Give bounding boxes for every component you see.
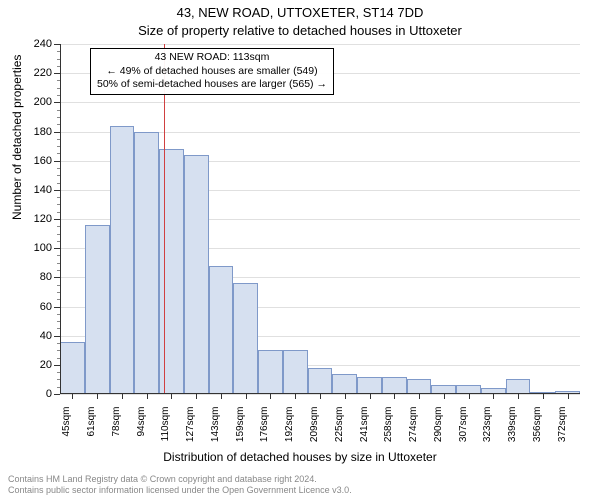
x-tick (246, 394, 247, 399)
annotation-line: 50% of semi-detached houses are larger (… (97, 78, 327, 92)
x-tick-label: 290sqm (433, 407, 444, 457)
x-tick (196, 394, 197, 399)
x-tick-label: 356sqm (532, 407, 543, 457)
histogram-bar (357, 377, 382, 395)
x-tick (122, 394, 123, 399)
y-tick-label: 60 (20, 301, 52, 313)
y-tick-label: 220 (20, 67, 52, 79)
x-tick (270, 394, 271, 399)
y-tick-label: 100 (20, 242, 52, 254)
histogram-bar (506, 379, 531, 394)
y-tick-label: 120 (20, 213, 52, 225)
x-tick (419, 394, 420, 399)
histogram-bar (407, 379, 432, 394)
histogram-bar (382, 377, 407, 395)
x-tick-label: 159sqm (235, 407, 246, 457)
y-tick-label: 0 (20, 388, 52, 400)
x-axis-label: Distribution of detached houses by size … (0, 450, 600, 464)
histogram-bar (258, 350, 283, 394)
x-tick-label: 241sqm (359, 407, 370, 457)
x-tick-label: 258sqm (383, 407, 394, 457)
annotation-box: 43 NEW ROAD: 113sqm← 49% of detached hou… (90, 48, 334, 95)
x-tick (543, 394, 544, 399)
x-tick (295, 394, 296, 399)
gridline (60, 44, 580, 45)
x-tick (394, 394, 395, 399)
x-tick-label: 339sqm (507, 407, 518, 457)
x-tick (444, 394, 445, 399)
histogram-bar (209, 266, 234, 394)
annotation-line: ← 49% of detached houses are smaller (54… (97, 65, 327, 79)
x-tick-label: 209sqm (309, 407, 320, 457)
x-tick-label: 78sqm (111, 407, 122, 457)
y-tick-label: 20 (20, 359, 52, 371)
x-tick (568, 394, 569, 399)
footer-line-2: Contains public sector information licen… (8, 485, 352, 496)
y-tick-label: 240 (20, 38, 52, 50)
title-line-2: Size of property relative to detached ho… (0, 22, 600, 40)
x-tick-label: 110sqm (160, 407, 171, 457)
chart-title: 43, NEW ROAD, UTTOXETER, ST14 7DD Size o… (0, 0, 600, 39)
plot-area: 02040608010012014016018020022024045sqm61… (60, 44, 580, 394)
histogram-bar (332, 374, 357, 394)
x-tick-label: 192sqm (284, 407, 295, 457)
histogram-bar (134, 132, 159, 395)
x-tick (221, 394, 222, 399)
y-axis (60, 44, 61, 394)
footer-text: Contains HM Land Registry data © Crown c… (8, 474, 352, 497)
gridline (60, 102, 580, 103)
histogram-bar (110, 126, 135, 394)
x-tick-label: 372sqm (557, 407, 568, 457)
x-tick-label: 225sqm (334, 407, 345, 457)
histogram-bar (233, 283, 258, 394)
histogram-bar (184, 155, 209, 394)
reference-line (164, 44, 165, 394)
y-tick-label: 160 (20, 155, 52, 167)
histogram-bar (308, 368, 333, 394)
plot-inner: 02040608010012014016018020022024045sqm61… (60, 44, 580, 394)
x-tick (469, 394, 470, 399)
x-tick-label: 307sqm (458, 407, 469, 457)
x-tick (345, 394, 346, 399)
y-tick-label: 80 (20, 271, 52, 283)
x-tick (493, 394, 494, 399)
x-axis (60, 393, 580, 394)
y-tick (54, 394, 60, 395)
x-tick-label: 274sqm (408, 407, 419, 457)
histogram-bar (283, 350, 308, 394)
x-tick-label: 127sqm (185, 407, 196, 457)
y-tick-label: 40 (20, 330, 52, 342)
chart-container: 43, NEW ROAD, UTTOXETER, ST14 7DD Size o… (0, 0, 600, 500)
histogram-bar (60, 342, 85, 395)
x-tick-label: 94sqm (136, 407, 147, 457)
title-line-1: 43, NEW ROAD, UTTOXETER, ST14 7DD (0, 4, 600, 22)
x-tick (171, 394, 172, 399)
x-tick-label: 61sqm (86, 407, 97, 457)
x-tick-label: 323sqm (482, 407, 493, 457)
x-tick (97, 394, 98, 399)
y-tick-label: 180 (20, 126, 52, 138)
x-tick-label: 176sqm (259, 407, 270, 457)
footer-line-1: Contains HM Land Registry data © Crown c… (8, 474, 352, 485)
histogram-bar (85, 225, 110, 394)
x-tick (370, 394, 371, 399)
x-tick-label: 45sqm (61, 407, 72, 457)
y-tick-label: 140 (20, 184, 52, 196)
annotation-line: 43 NEW ROAD: 113sqm (97, 51, 327, 65)
x-tick (518, 394, 519, 399)
y-tick-label: 200 (20, 96, 52, 108)
x-tick (147, 394, 148, 399)
x-tick (320, 394, 321, 399)
x-tick (72, 394, 73, 399)
x-tick-label: 143sqm (210, 407, 221, 457)
